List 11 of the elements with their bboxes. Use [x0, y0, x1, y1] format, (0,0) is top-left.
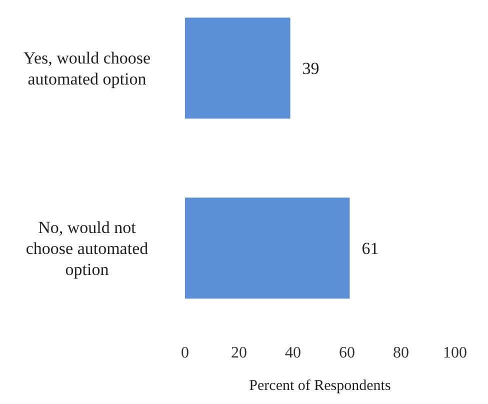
- data-label: 39: [302, 59, 320, 78]
- x-axis-title: Percent of Respondents: [249, 378, 391, 394]
- x-tick-label: 40: [285, 344, 301, 362]
- data-label: 61: [362, 239, 379, 258]
- x-tick-label: 0: [181, 344, 189, 362]
- x-tick-label: 60: [339, 344, 355, 362]
- x-tick-label: 80: [393, 344, 409, 362]
- y-tick-label: No, would not choose automated option: [26, 218, 149, 278]
- x-tick-label: 20: [231, 344, 247, 362]
- x-tick-label: 100: [443, 344, 467, 362]
- y-tick-label: Yes, would choose automated option: [23, 48, 151, 88]
